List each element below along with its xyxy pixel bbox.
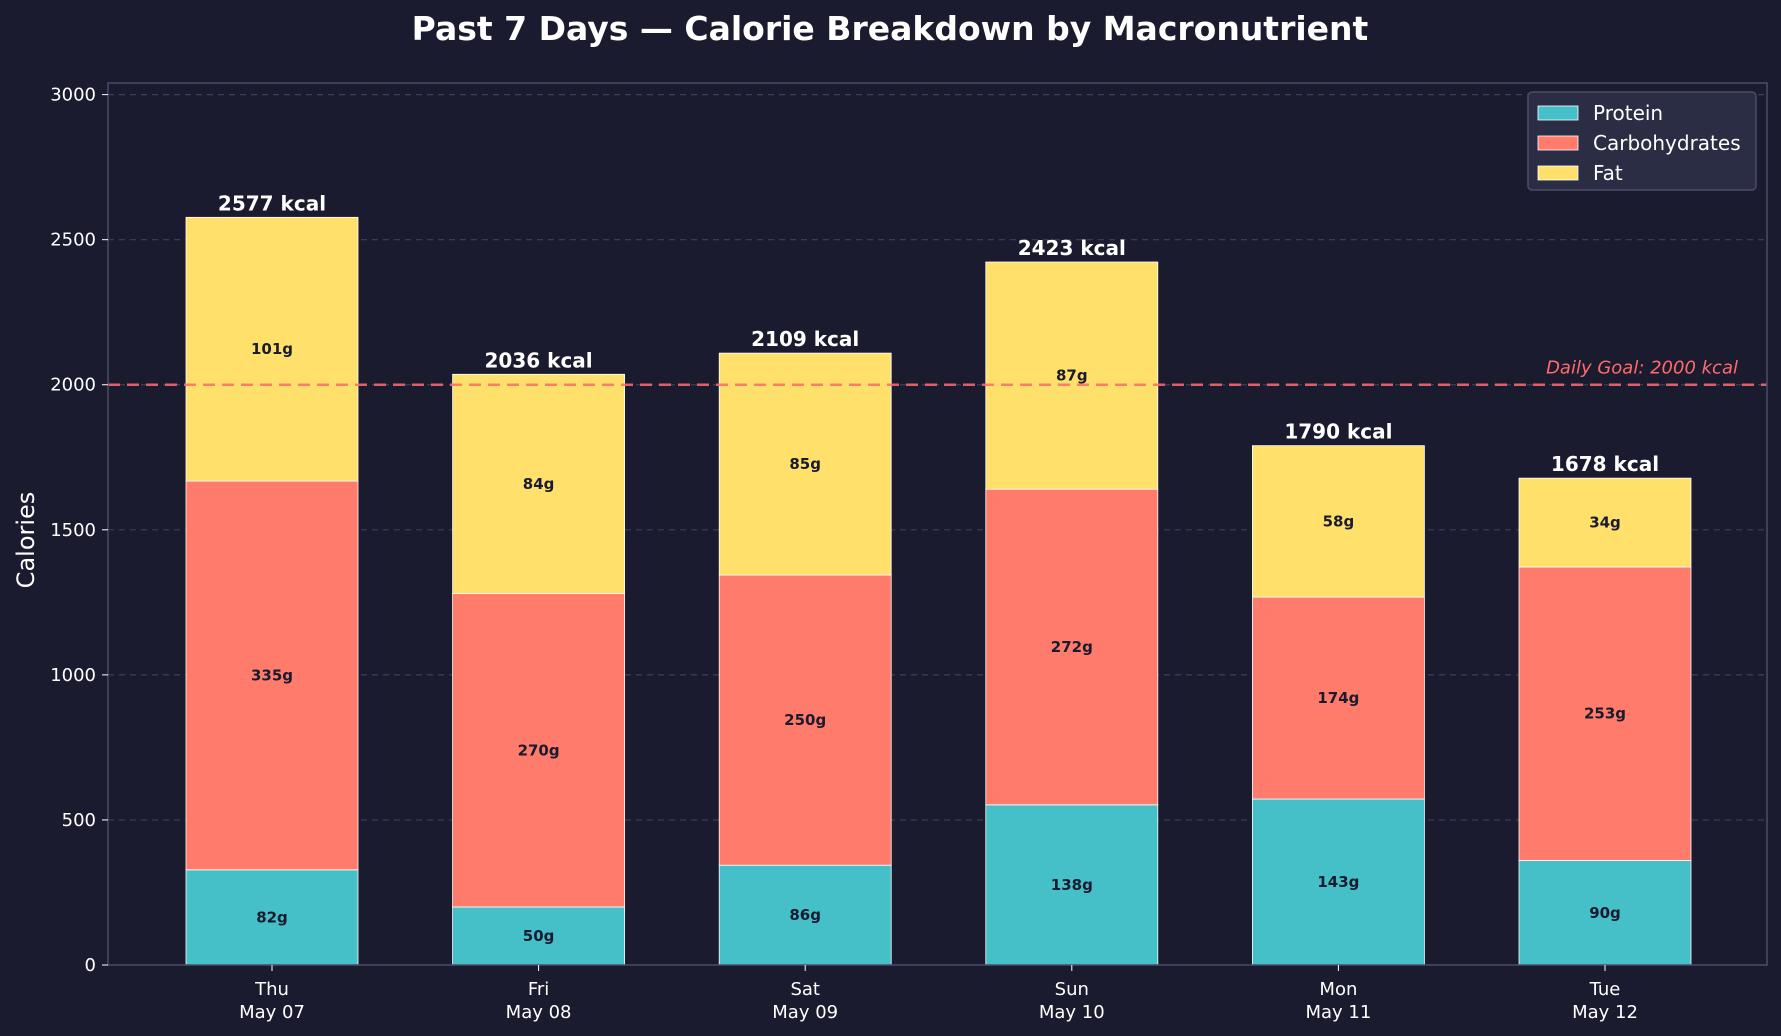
bar-segment-protein <box>1252 798 1425 966</box>
segment-label: 90g <box>1589 904 1621 922</box>
x-tick-day: Fri <box>528 979 549 1000</box>
x-tick-date: May 09 <box>772 1002 838 1023</box>
x-tick-date: May 12 <box>1572 1002 1638 1023</box>
segment-label: 58g <box>1323 512 1355 530</box>
legend: Protein Carbohydrates Fat <box>1527 91 1757 191</box>
segment-label: 143g <box>1317 873 1359 891</box>
segment-label: 335g <box>251 666 293 684</box>
bar-segment-carbohydrates <box>1518 566 1692 861</box>
bar-segment-fat <box>985 261 1159 490</box>
x-tick-day: Mon <box>1319 979 1357 1000</box>
y-tick-label: 1000 <box>50 665 96 686</box>
legend-swatch-carbohydrates <box>1537 135 1579 151</box>
bar-segment-fat <box>718 352 892 576</box>
total-label: 2109 kcal <box>751 327 859 351</box>
y-tick-label: 500 <box>62 810 96 831</box>
segment-label: 270g <box>518 741 560 759</box>
y-tick-label: 0 <box>85 955 96 976</box>
bars: 82g 335g 101g 2577 kcal 50g 270g 84g 2036 kcal 8… <box>185 191 1692 966</box>
bar-segment-fat <box>452 373 626 595</box>
bar-segment-protein <box>452 906 626 966</box>
segment-label: 34g <box>1589 514 1621 532</box>
x-tick-day: Thu <box>254 979 289 1000</box>
bar-segment-carbohydrates <box>718 574 892 866</box>
segment-label: 253g <box>1584 705 1626 723</box>
bar-segment-carbohydrates <box>985 488 1159 806</box>
x-tick-date: May 11 <box>1305 1002 1371 1023</box>
bar-segment-fat <box>1252 445 1425 598</box>
x-tick-day: Sun <box>1055 979 1089 1000</box>
x-tick-day: Tue <box>1589 979 1621 1000</box>
plot-frame <box>107 82 1768 966</box>
total-label: 2577 kcal <box>218 191 326 215</box>
bar-segment-protein <box>718 864 892 966</box>
goal-line-group: Daily Goal: 2000 kcal <box>108 358 1767 386</box>
segment-label: 272g <box>1051 638 1093 656</box>
legend-label-protein: Protein <box>1593 101 1663 125</box>
segment-label: 50g <box>523 927 555 945</box>
legend-label-carbohydrates: Carbohydrates <box>1593 131 1741 155</box>
legend-swatch-fat <box>1537 165 1579 181</box>
y-tick-label: 1500 <box>50 520 96 541</box>
total-label: 2423 kcal <box>1018 236 1126 260</box>
y-tick-label: 2500 <box>50 230 96 251</box>
segment-label: 86g <box>789 906 821 924</box>
total-label: 2036 kcal <box>485 348 593 372</box>
segment-label: 85g <box>789 455 821 473</box>
y-tick-label: 2000 <box>50 375 96 396</box>
legend-label-fat: Fat <box>1593 161 1623 185</box>
bar-segment-protein <box>1518 860 1692 966</box>
segment-label: 84g <box>523 475 555 493</box>
x-tick-date: May 08 <box>506 1002 572 1023</box>
segment-label: 174g <box>1317 689 1359 707</box>
segment-label: 87g <box>1056 367 1088 385</box>
segment-label: 82g <box>256 908 288 926</box>
bar-segment-protein <box>985 804 1159 966</box>
legend-swatch-protein <box>1537 105 1579 121</box>
x-tick-date: May 10 <box>1039 1002 1105 1023</box>
bar-segment-fat <box>185 216 359 482</box>
bar-segment-carbohydrates <box>185 480 359 871</box>
chart-title: Past 7 Days — Calorie Breakdown by Macro… <box>412 9 1369 48</box>
x-tick-date: May 07 <box>239 1002 305 1023</box>
goal-label: Daily Goal: 2000 kcal <box>1546 358 1738 379</box>
segment-label: 250g <box>784 711 826 729</box>
y-axis-label: Calories <box>12 492 40 589</box>
bar-segment-carbohydrates <box>1252 596 1425 800</box>
y-tick-label: 3000 <box>50 85 96 106</box>
total-label: 1678 kcal <box>1551 452 1659 476</box>
x-tick-day: Sat <box>790 979 820 1000</box>
bar-segment-fat <box>1518 477 1692 568</box>
segment-label: 138g <box>1051 876 1093 894</box>
legend-box <box>1527 91 1757 191</box>
segment-label: 101g <box>251 340 293 358</box>
total-label: 1790 kcal <box>1284 420 1392 444</box>
